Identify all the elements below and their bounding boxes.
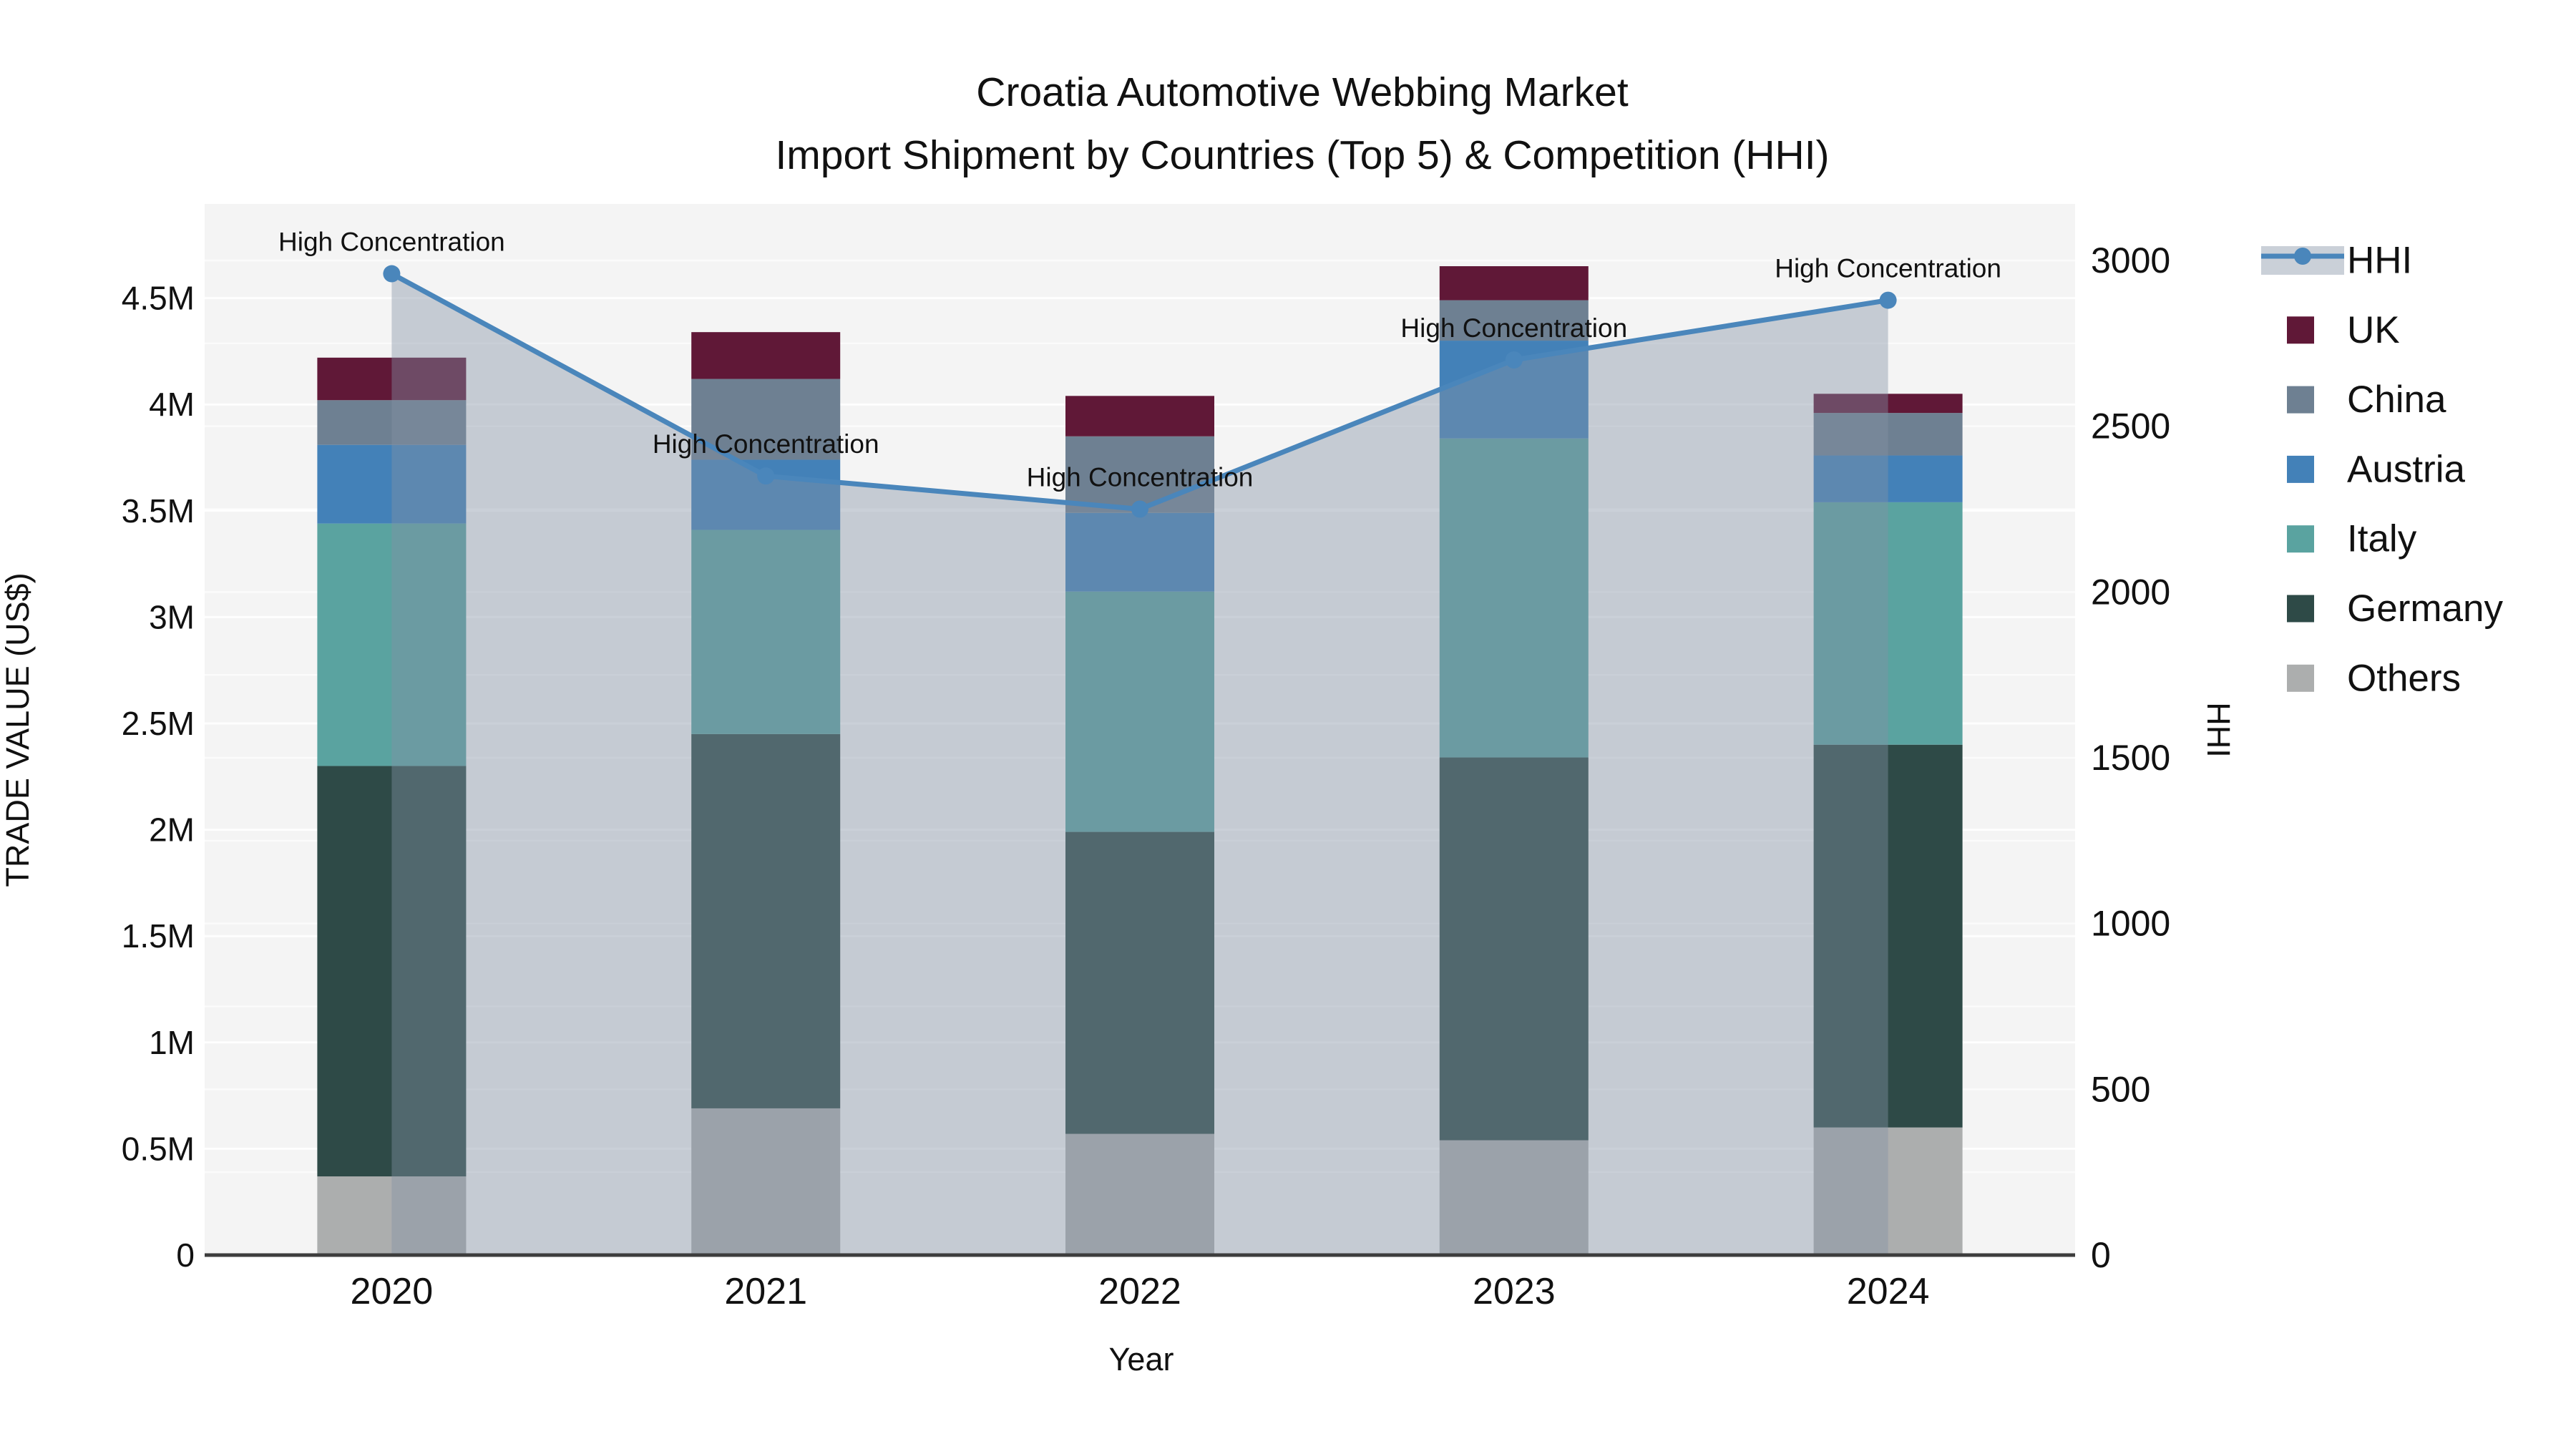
bar-germany-2021[interactable] xyxy=(691,733,841,1108)
legend-item-germany[interactable] xyxy=(2287,595,2314,623)
legend-label-uk: UK xyxy=(2347,309,2400,351)
y-left-tick-label: 4M xyxy=(149,386,195,423)
hhi-marker-2024[interactable] xyxy=(1879,291,1897,309)
legend-label-hhi: HHI xyxy=(2347,240,2412,282)
bar-germany-2024[interactable] xyxy=(1813,744,1963,1128)
bar-others-2021[interactable] xyxy=(691,1108,841,1255)
y-left-tick-label: 4.5M xyxy=(122,280,195,317)
legend xyxy=(2261,246,2344,692)
bar-china-2021[interactable] xyxy=(691,379,841,460)
legend-label-china: China xyxy=(2347,379,2446,421)
hhi-marker-2021[interactable] xyxy=(757,467,775,485)
bar-uk-2024[interactable] xyxy=(1813,394,1963,414)
chart-title-line2: Import Shipment by Countries (Top 5) & C… xyxy=(775,132,1829,178)
bar-others-2024[interactable] xyxy=(1813,1127,1963,1255)
y-right-tick-label: 1500 xyxy=(2091,738,2170,778)
bar-china-2020[interactable] xyxy=(317,400,467,445)
hhi-area-fill xyxy=(391,273,1888,1255)
bar-others-2020[interactable] xyxy=(317,1176,467,1255)
y-left-tick-label: 3.5M xyxy=(122,492,195,530)
bar-uk-2021[interactable] xyxy=(691,332,841,379)
bar-uk-2023[interactable] xyxy=(1439,266,1589,301)
y-right-tick-label: 1000 xyxy=(2091,904,2170,944)
y-left-tick-label: 0.5M xyxy=(122,1130,195,1167)
bar-uk-2020[interactable] xyxy=(317,357,467,401)
annotation-high-concentration: High Concentration xyxy=(1400,313,1627,343)
legend-hhi-marker-swatch xyxy=(2294,248,2311,265)
legend-label-germany: Germany xyxy=(2347,587,2503,630)
x-tick-label-2020: 2020 xyxy=(351,1271,434,1312)
legend-swatch-others xyxy=(2287,664,2314,692)
y-left-tick-label: 2.5M xyxy=(122,705,195,742)
bar-austria-2020[interactable] xyxy=(317,444,467,524)
y-left-tick-label: 2M xyxy=(149,811,195,849)
chart-title-line1: Croatia Automotive Webbing Market xyxy=(976,69,1629,115)
y-left-tick-label: 3M xyxy=(149,598,195,635)
bar-austria-2022[interactable] xyxy=(1065,512,1214,592)
annotation-high-concentration: High Concentration xyxy=(278,228,505,257)
x-tick-label-2021: 2021 xyxy=(724,1271,807,1312)
legend-item-italy[interactable] xyxy=(2287,525,2314,553)
y-right-tick-label: 2000 xyxy=(2091,572,2170,612)
hhi-marker-2022[interactable] xyxy=(1131,500,1148,518)
legend-item-china[interactable] xyxy=(2287,386,2314,414)
y-left-tick-label: 0 xyxy=(176,1236,195,1274)
legend-swatch-germany xyxy=(2287,595,2314,623)
stacked-bars xyxy=(317,266,1963,1255)
x-axis-title: Year xyxy=(1109,1341,1174,1377)
y-left-tick-label: 1M xyxy=(149,1024,195,1061)
bar-others-2022[interactable] xyxy=(1065,1133,1214,1255)
hhi-marker-2020[interactable] xyxy=(383,265,401,283)
y-right-tick-label: 3000 xyxy=(2091,240,2170,280)
legend-item-hhi[interactable] xyxy=(2261,246,2344,275)
bar-germany-2022[interactable] xyxy=(1065,831,1214,1134)
annotation-high-concentration: High Concentration xyxy=(1027,463,1254,492)
legend-item-uk[interactable] xyxy=(2287,316,2314,344)
y-right-axis-title: HHI xyxy=(2200,702,2237,758)
bar-uk-2022[interactable] xyxy=(1065,396,1214,436)
y-left-tick-label: 1.5M xyxy=(122,917,195,955)
legend-swatch-austria xyxy=(2287,455,2314,483)
y-left-axis-title: TRADE VALUE (US$) xyxy=(0,572,36,887)
x-tick-label-2024: 2024 xyxy=(1847,1271,1930,1312)
annotation-high-concentration: High Concentration xyxy=(1775,254,2001,283)
legend-swatch-uk xyxy=(2287,316,2314,344)
y-right-tick-label: 2500 xyxy=(2091,406,2170,447)
bar-italy-2024[interactable] xyxy=(1813,502,1963,745)
y-right-tick-label: 500 xyxy=(2091,1069,2150,1109)
hhi-marker-2023[interactable] xyxy=(1505,351,1523,369)
legend-label-others: Others xyxy=(2347,657,2461,699)
legend-swatch-italy xyxy=(2287,525,2314,553)
bar-italy-2020[interactable] xyxy=(317,523,467,766)
x-tick-label-2023: 2023 xyxy=(1473,1271,1556,1312)
legend-label-italy: Italy xyxy=(2347,518,2417,560)
bar-austria-2024[interactable] xyxy=(1813,455,1963,502)
y-right-tick-label: 0 xyxy=(2091,1235,2111,1275)
bar-china-2024[interactable] xyxy=(1813,413,1963,456)
bar-china-2022[interactable] xyxy=(1065,436,1214,513)
x-tick-label-2022: 2022 xyxy=(1098,1271,1181,1312)
bar-italy-2021[interactable] xyxy=(691,530,841,734)
legend-item-austria[interactable] xyxy=(2287,455,2314,483)
legend-swatch-china xyxy=(2287,386,2314,414)
bar-italy-2022[interactable] xyxy=(1065,591,1214,832)
bar-italy-2023[interactable] xyxy=(1439,438,1589,758)
bar-germany-2020[interactable] xyxy=(317,766,467,1177)
legend-item-others[interactable] xyxy=(2287,664,2314,692)
bar-others-2023[interactable] xyxy=(1439,1140,1589,1255)
bar-china-2023[interactable] xyxy=(1439,300,1589,341)
legend-label-austria: Austria xyxy=(2347,448,2465,490)
bar-germany-2023[interactable] xyxy=(1439,757,1589,1141)
annotation-high-concentration: High Concentration xyxy=(653,429,879,459)
